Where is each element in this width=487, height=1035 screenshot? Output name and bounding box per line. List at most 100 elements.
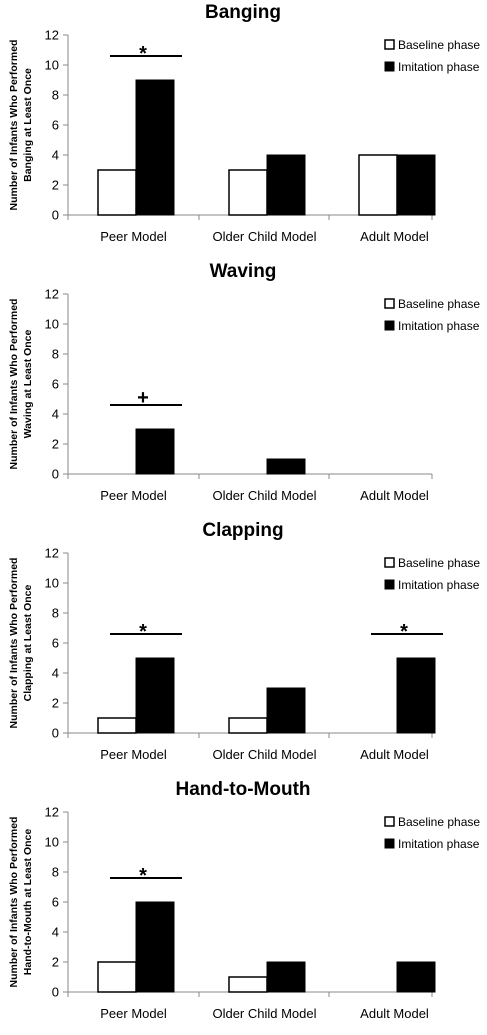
significance-marker: * (139, 43, 147, 65)
chart-panel-clapping: Clapping Number of Infants Who Performed C… (0, 518, 487, 776)
y-tick-label: 8 (52, 606, 59, 621)
y-tick-label: 2 (52, 178, 59, 193)
x-category-label: Peer Model (100, 488, 167, 503)
legend-swatch-imitation (384, 838, 395, 849)
y-tick-label: 0 (52, 726, 59, 741)
bar-imitation (266, 961, 306, 993)
x-category-label: Older Child Model (212, 488, 316, 503)
y-tick-label: 8 (52, 347, 59, 362)
bar-baseline (228, 717, 268, 734)
bar-baseline (97, 169, 137, 216)
bar-imitation (266, 458, 306, 475)
legend-label-imitation: Imitation phase (398, 837, 480, 851)
y-axis-label: Hand-to-Mouth at Least Once (22, 829, 34, 976)
y-tick-label: 12 (45, 287, 59, 302)
legend-label-baseline: Baseline phase (398, 556, 480, 570)
y-tick-label: 2 (52, 696, 59, 711)
bar-baseline (228, 169, 268, 216)
y-tick-label: 12 (45, 28, 59, 43)
chart-title: Clapping (202, 520, 283, 541)
chart-title: Hand-to-Mouth (175, 779, 310, 800)
legend-swatch-imitation (384, 579, 395, 590)
x-category-label: Adult Model (360, 229, 429, 244)
x-category-label: Older Child Model (212, 229, 316, 244)
bar-chart-hand-to-mouth: Hand-to-Mouth Number of Infants Who Perfo… (8, 779, 480, 1021)
y-tick-label: 6 (52, 118, 59, 133)
y-tick-label: 0 (52, 985, 59, 1000)
bar-imitation (266, 687, 306, 734)
y-tick-label: 10 (45, 835, 59, 850)
chart-panel-waving: Waving Number of Infants Who Performed Wav… (0, 259, 487, 517)
y-tick-label: 6 (52, 636, 59, 651)
bar-imitation (396, 154, 436, 216)
y-axis-label: Number of Infants Who Performed (8, 817, 20, 988)
y-axis-label: Clapping at Least Once (22, 585, 34, 702)
bar-imitation (396, 961, 436, 993)
y-tick-label: 0 (52, 467, 59, 482)
legend-label-imitation: Imitation phase (398, 319, 480, 333)
y-axis-label: Number of Infants Who Performed (8, 40, 20, 211)
legend-label-baseline: Baseline phase (398, 815, 480, 829)
bar-imitation (266, 154, 306, 216)
y-tick-label: 4 (52, 148, 59, 163)
y-tick-label: 6 (52, 377, 59, 392)
y-axis-label: Number of Infants Who Performed (8, 558, 20, 729)
bar-chart-waving: Waving Number of Infants Who Performed Wav… (8, 261, 480, 503)
significance-marker: * (400, 621, 408, 643)
y-tick-label: 4 (52, 407, 59, 422)
bar-baseline (228, 976, 268, 993)
significance-marker: * (139, 621, 147, 643)
y-tick-label: 8 (52, 88, 59, 103)
x-category-label: Peer Model (100, 747, 167, 762)
x-category-label: Adult Model (360, 747, 429, 762)
bar-chart-clapping: Clapping Number of Infants Who Performed C… (8, 520, 480, 762)
legend-swatch-baseline (384, 39, 395, 50)
x-category-label: Peer Model (100, 229, 167, 244)
y-tick-label: 2 (52, 437, 59, 452)
legend-label-imitation: Imitation phase (398, 60, 480, 74)
bar-imitation (135, 79, 175, 216)
y-tick-label: 12 (45, 805, 59, 820)
chart-title: Banging (205, 2, 281, 23)
x-category-label: Older Child Model (212, 747, 316, 762)
bar-baseline (97, 717, 137, 734)
y-tick-label: 10 (45, 317, 59, 332)
bar-imitation (396, 657, 436, 734)
bar-baseline (358, 154, 398, 216)
chart-title: Waving (210, 261, 277, 282)
y-tick-label: 6 (52, 895, 59, 910)
x-category-label: Older Child Model (212, 1006, 316, 1021)
chart-panel-banging: Banging Number of Infants Who Performed Ba… (0, 0, 487, 258)
bar-imitation (135, 901, 175, 993)
y-axis-label: Number of Infants Who Performed (8, 299, 20, 470)
y-tick-label: 12 (45, 546, 59, 561)
y-tick-label: 8 (52, 865, 59, 880)
y-tick-label: 4 (52, 666, 59, 681)
chart-panel-hand-to-mouth: Hand-to-Mouth Number of Infants Who Perfo… (0, 777, 487, 1035)
significance-marker: + (137, 387, 149, 409)
y-axis-label: Waving at Least Once (22, 329, 34, 438)
y-tick-label: 4 (52, 925, 59, 940)
legend-swatch-baseline (384, 298, 395, 309)
y-tick-label: 0 (52, 208, 59, 223)
y-tick-label: 10 (45, 58, 59, 73)
y-axis-label: Banging at Least Once (22, 68, 34, 182)
legend-label-baseline: Baseline phase (398, 297, 480, 311)
x-category-label: Adult Model (360, 1006, 429, 1021)
y-tick-label: 10 (45, 576, 59, 591)
x-category-label: Peer Model (100, 1006, 167, 1021)
bar-baseline (97, 961, 137, 993)
legend-swatch-imitation (384, 320, 395, 331)
legend-swatch-baseline (384, 816, 395, 827)
legend-label-imitation: Imitation phase (398, 578, 480, 592)
significance-marker: * (139, 865, 147, 887)
legend-swatch-baseline (384, 557, 395, 568)
legend-label-baseline: Baseline phase (398, 38, 480, 52)
x-category-label: Adult Model (360, 488, 429, 503)
bar-imitation (135, 657, 175, 734)
y-tick-label: 2 (52, 955, 59, 970)
legend-swatch-imitation (384, 61, 395, 72)
bar-imitation (135, 428, 175, 475)
